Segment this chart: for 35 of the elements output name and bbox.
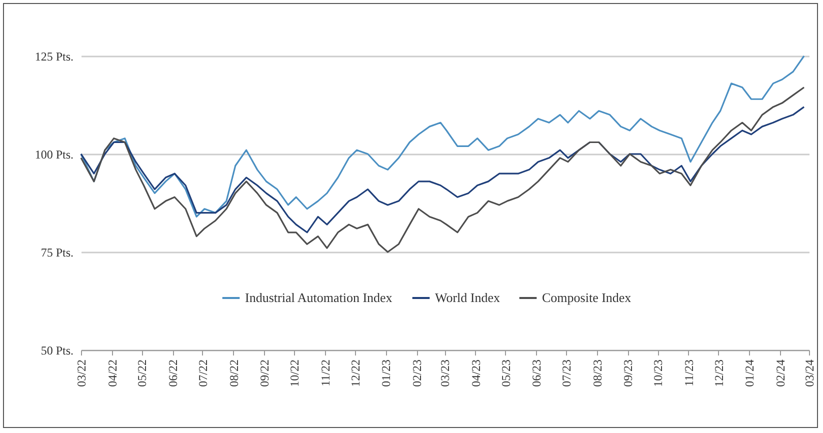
x-tick-label: 09/23 xyxy=(621,360,636,387)
y-tick-label: 75 Pts. xyxy=(40,246,74,260)
x-tick-label: 03/23 xyxy=(438,360,452,387)
x-tick-label: 01/24 xyxy=(742,360,757,387)
x-tick-label: 02/23 xyxy=(410,360,424,387)
x-tick-label: 06/23 xyxy=(530,360,544,387)
x-tick-label: 08/23 xyxy=(590,360,604,387)
x-tick-label: 11/22 xyxy=(318,360,332,386)
x-tick-label: 04/22 xyxy=(105,360,120,387)
x-tick-label: 10/23 xyxy=(651,360,666,387)
x-tick-label: 07/23 xyxy=(560,360,574,387)
legend-label: Composite Index xyxy=(542,290,632,305)
line-series xyxy=(80,86,805,253)
line-series xyxy=(80,106,805,234)
line-series xyxy=(80,55,805,218)
y-tick-label: 50 Pts. xyxy=(40,344,74,358)
x-tick-label: 02/24 xyxy=(774,360,788,387)
x-tick-label: 08/22 xyxy=(226,360,241,387)
y-tick-label: 125 Pts. xyxy=(34,50,74,64)
x-tick-label: 12/22 xyxy=(348,360,362,387)
x-tick-label: 01/23 xyxy=(379,360,394,387)
legend-label: Industrial Automation Index xyxy=(245,290,393,305)
legend-label: World Index xyxy=(435,290,501,305)
x-tick-label: 12/23 xyxy=(712,360,726,387)
x-tick-label: 04/23 xyxy=(468,360,483,387)
y-tick-label: 100 Pts. xyxy=(34,148,74,162)
x-tick-label: 09/22 xyxy=(258,360,272,387)
x-tick-label: 03/24 xyxy=(802,360,816,387)
x-tick-label: 07/22 xyxy=(196,360,210,387)
x-tick-label: 05/22 xyxy=(135,360,150,387)
x-tick-label: 06/22 xyxy=(166,360,180,387)
x-tick-label: 10/22 xyxy=(288,360,302,387)
x-tick-label: 03/22 xyxy=(74,360,88,387)
x-tick-label: 05/23 xyxy=(498,360,513,387)
x-tick-label: 11/23 xyxy=(682,360,696,386)
